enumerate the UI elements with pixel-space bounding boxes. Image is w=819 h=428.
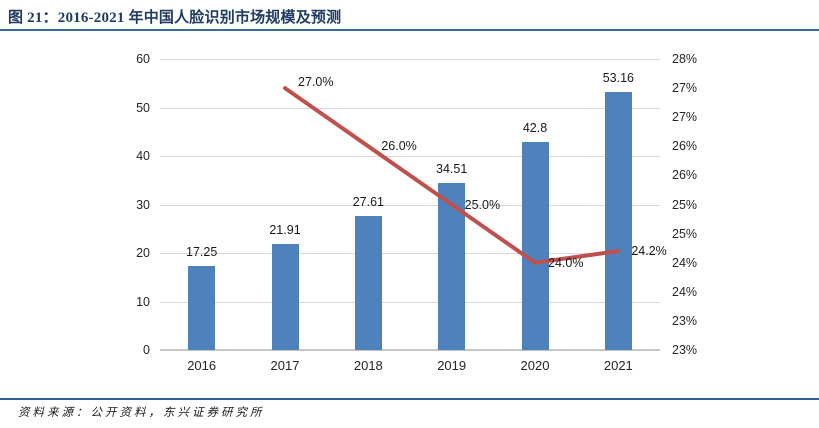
right-axis-tick-label: 28% [672, 52, 698, 66]
gridline [160, 301, 660, 303]
x-axis-category-label: 2018 [353, 358, 383, 373]
bar-value-label: 21.91 [269, 222, 301, 237]
right-axis-tick-label: 26% [672, 168, 698, 183]
line-value-label: 26.0% [381, 139, 417, 154]
left-axis-tick-label: 40 [136, 149, 150, 163]
right-axis-tick-label: 23% [672, 343, 698, 357]
right-axis-tick-label: 25% [672, 226, 698, 241]
right-axis-tick-label: 24% [672, 255, 698, 270]
bar-2018 [354, 216, 382, 350]
gridline [160, 204, 660, 206]
x-axis-category-label: 2019 [437, 358, 467, 373]
line-value-label: 25.0% [464, 197, 501, 212]
line-value-label: 24.0% [548, 255, 584, 270]
right-axis-tick-label: 27% [672, 81, 698, 96]
x-axis-line [160, 349, 660, 351]
right-axis-tick-label: 26% [672, 139, 698, 154]
left-axis-tick-label: 30 [136, 197, 150, 212]
left-axis-tick-label: 10 [136, 294, 150, 309]
bar-2020 [521, 142, 549, 350]
title-underline [0, 29, 819, 31]
right-axis-tick-label: 25% [672, 197, 698, 212]
bar-value-label: 34.51 [436, 161, 468, 176]
bar-2021 [604, 92, 632, 350]
bar-value-label: 17.25 [186, 245, 218, 260]
line-value-label: 24.2% [631, 244, 667, 259]
bar-2019 [438, 182, 466, 350]
bar-2017 [271, 243, 299, 350]
x-axis-category-label: 2016 [187, 358, 217, 373]
bar-2016 [188, 266, 216, 350]
line-value-label: 27.0% [298, 75, 334, 90]
gridline [160, 107, 660, 109]
left-axis-tick-label: 50 [136, 100, 150, 115]
left-axis-tick-label: 0 [143, 343, 150, 357]
x-axis-category-label: 2021 [603, 358, 633, 373]
bar-value-label: 42.8 [522, 121, 548, 136]
footer-divider [0, 398, 819, 400]
figure-title: 图 21：2016-2021 年中国人脸识别市场规模及预测 [8, 10, 342, 26]
gridline [160, 156, 660, 157]
left-axis-tick-label: 60 [136, 52, 150, 66]
x-axis-category-label: 2020 [520, 358, 550, 373]
right-axis-tick-label: 23% [672, 313, 698, 328]
source-note: 资料来源：公开资料，东兴证券研究所 [18, 407, 265, 419]
left-axis-tick-label: 20 [136, 246, 150, 260]
x-axis-category-label: 2017 [270, 358, 300, 373]
bar-value-label: 53.16 [602, 71, 634, 86]
right-axis-tick-label: 27% [672, 110, 698, 125]
gridline [160, 59, 660, 60]
bar-value-label: 27.61 [352, 195, 384, 210]
right-axis-tick-label: 24% [672, 284, 698, 299]
